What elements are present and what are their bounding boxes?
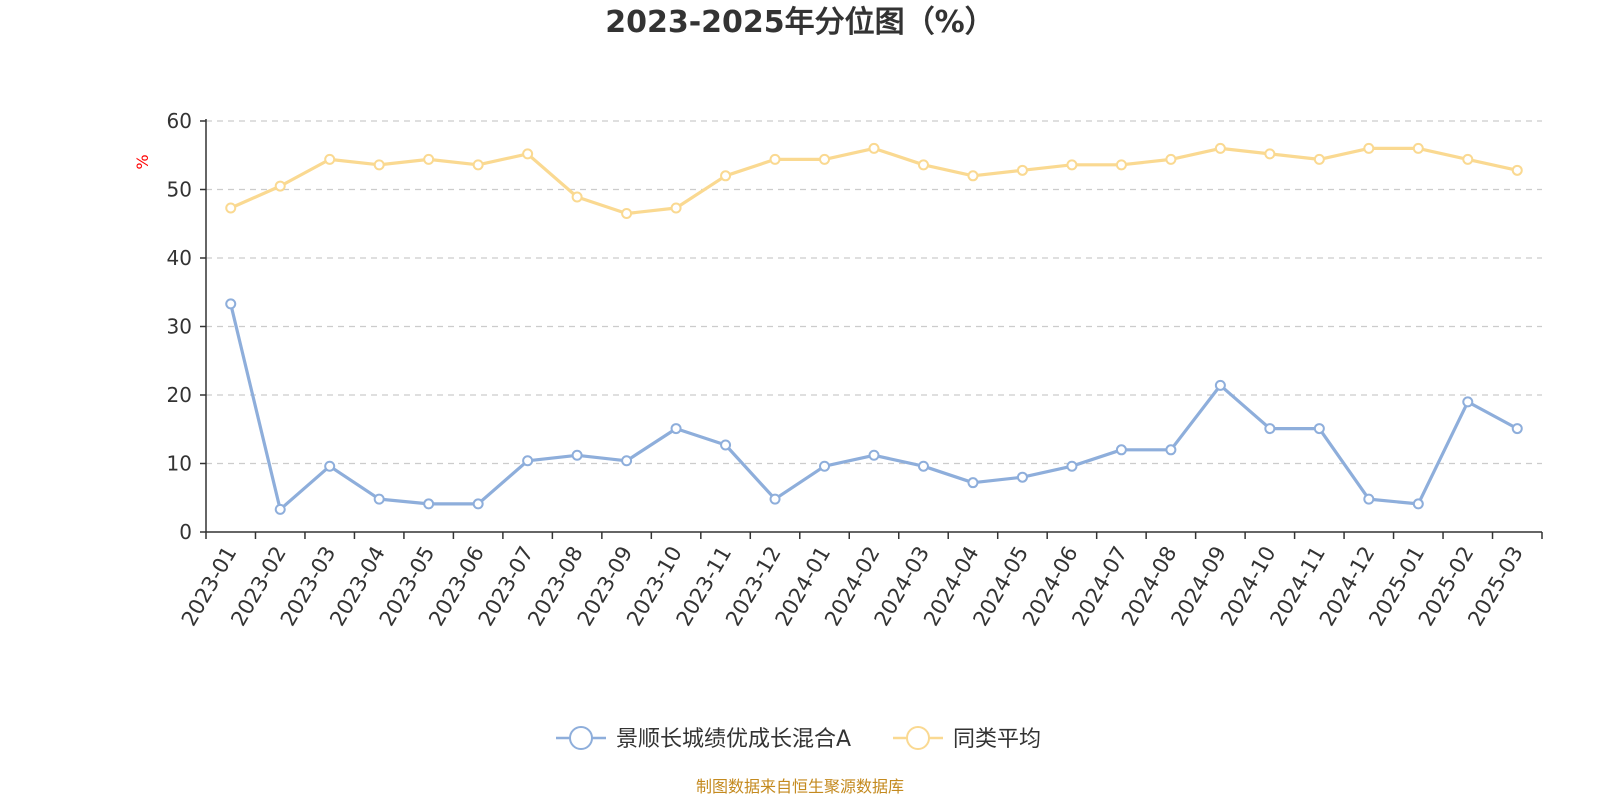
data-point[interactable] [967,477,979,489]
data-point[interactable] [868,449,880,461]
y-tick-label: 0 [179,520,192,544]
data-point[interactable] [769,493,781,505]
data-point[interactable] [472,159,484,171]
data-point[interactable] [1511,164,1523,176]
y-tick-label: 30 [167,315,192,339]
data-point[interactable] [1115,159,1127,171]
data-point[interactable] [1214,142,1226,154]
data-point[interactable] [917,159,929,171]
legend-label: 景顺长城绩优成长混合A [616,727,851,752]
data-point[interactable] [720,170,732,182]
data-point[interactable] [1066,460,1078,472]
data-point[interactable] [1165,153,1177,165]
y-tick-label: 10 [167,452,192,476]
data-point[interactable] [1214,379,1226,391]
series-2 [225,142,1523,219]
data-point[interactable] [1313,153,1325,165]
grid-lines [206,120,1542,465]
data-point[interactable] [522,455,534,467]
data-point[interactable] [967,170,979,182]
data-point[interactable] [1363,493,1375,505]
data-point[interactable] [1511,423,1523,435]
chart-title: 2023-2025年分位图（%） [605,5,995,40]
y-tick-label: 50 [167,178,192,202]
series-line [229,303,1519,511]
data-point[interactable] [1016,471,1028,483]
series-lines [225,142,1523,515]
y-tick-label: 60 [167,109,192,133]
data-point[interactable] [819,460,831,472]
data-point[interactable] [1115,444,1127,456]
data-point[interactable] [324,460,336,472]
data-point[interactable] [1462,396,1474,408]
y-axis-unit: % [133,154,152,169]
data-point[interactable] [373,159,385,171]
data-point[interactable] [522,148,534,160]
data-source-note: 制图数据来自恒生聚源数据库 [696,777,904,796]
legend-item-2[interactable]: 同类平均 [893,726,1041,752]
y-tick-labels: 0 10 20 30 40 50 60 [167,109,192,544]
data-point[interactable] [621,455,633,467]
legend[interactable]: 景顺长城绩优成长混合A 同类平均 [556,726,1041,752]
data-point[interactable] [1412,142,1424,154]
legend-item-1[interactable]: 景顺长城绩优成长混合A [556,726,851,752]
data-point[interactable] [670,423,682,435]
data-point[interactable] [423,153,435,165]
legend-marker-icon [906,726,930,750]
data-point[interactable] [1016,164,1028,176]
data-point[interactable] [1264,148,1276,160]
data-point[interactable] [819,153,831,165]
data-point[interactable] [571,191,583,203]
data-point[interactable] [621,207,633,219]
data-point[interactable] [1412,498,1424,510]
series-1 [225,298,1523,515]
data-point[interactable] [1363,142,1375,154]
data-point[interactable] [225,202,237,214]
data-point[interactable] [720,439,732,451]
data-point[interactable] [274,503,286,515]
data-point[interactable] [423,498,435,510]
data-point[interactable] [571,449,583,461]
data-point[interactable] [1313,423,1325,435]
data-point[interactable] [373,493,385,505]
y-tick-label: 20 [167,383,192,407]
data-point[interactable] [769,153,781,165]
data-point[interactable] [1165,444,1177,456]
y-tick-label: 40 [167,246,192,270]
data-point[interactable] [868,142,880,154]
data-point[interactable] [324,153,336,165]
axes [200,119,1543,539]
data-point[interactable] [917,460,929,472]
data-point[interactable] [472,498,484,510]
data-point[interactable] [225,298,237,310]
legend-marker-icon [569,726,593,750]
x-tick-labels: 2023-012023-022023-032023-042023-052023-… [177,542,1528,630]
data-point[interactable] [1462,153,1474,165]
data-point[interactable] [274,180,286,192]
data-point[interactable] [1264,423,1276,435]
data-point[interactable] [1066,159,1078,171]
data-point[interactable] [670,202,682,214]
legend-label: 同类平均 [953,727,1041,752]
